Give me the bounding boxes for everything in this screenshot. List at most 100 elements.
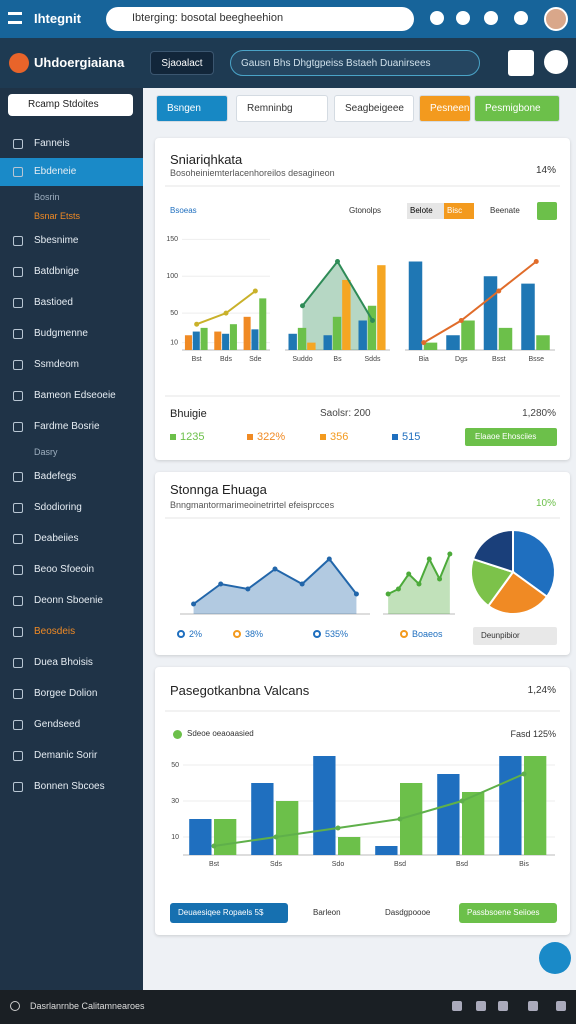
menu-item[interactable]: Bameon Edseoeie: [0, 382, 143, 410]
menu-item[interactable]: Deonn Sboenie: [0, 587, 143, 615]
fab[interactable]: [539, 942, 571, 974]
menu-label: Ebdeneie: [34, 166, 77, 177]
filter-button[interactable]: Pesmigbone: [474, 95, 560, 122]
bar: [276, 801, 299, 855]
stat: 356: [330, 431, 349, 443]
bar: [214, 819, 237, 855]
x-tick-label: Suddo: [292, 356, 312, 363]
y-tick-label: 50: [170, 310, 178, 317]
menu-item[interactable]: Deabeiies: [0, 525, 143, 553]
card-title: Sniariqhkata: [170, 152, 243, 167]
card: Stonnga Ehuaga Bnngmantormarimeoinetrirte…: [155, 472, 570, 655]
avatar[interactable]: [544, 7, 568, 31]
sidebar-search[interactable]: Rcamp Stdoites: [8, 94, 133, 116]
menu-label: Sbesnime: [34, 235, 79, 246]
menu-item[interactable]: Duea Bhoisis: [0, 649, 143, 677]
submenu-item[interactable]: Bosrin: [0, 189, 143, 207]
section-meta: Saolsr: 200: [320, 408, 371, 419]
point: [385, 591, 391, 597]
bar: [461, 320, 475, 350]
menu-label: Demanic Sorir: [34, 750, 98, 761]
bar: [200, 327, 208, 350]
footer-icon[interactable]: [476, 1001, 486, 1011]
button[interactable]: Deuaesiqee Ropaels 5$: [170, 903, 288, 923]
x-tick-label: Sde: [249, 356, 262, 363]
icon-button[interactable]: [456, 11, 470, 25]
footer-icon[interactable]: [556, 1001, 566, 1011]
badge: 14%: [535, 165, 556, 176]
footer-icon[interactable]: [528, 1001, 538, 1011]
menu-item[interactable]: Gendseed: [0, 711, 143, 739]
bar: [377, 265, 386, 350]
menu-item[interactable]: Sdodioring: [0, 494, 143, 522]
button[interactable]: Elaaoe Ehosciies: [465, 428, 557, 446]
search[interactable]: Ibterging: bosotal beegheehion: [106, 7, 414, 31]
menu-label: Borgee Dolion: [34, 688, 98, 699]
legend-dot: [177, 630, 185, 638]
brand-logo: [9, 53, 29, 73]
button[interactable]: Passbsoene Seiioes: [459, 903, 557, 923]
filter-button[interactable]: Pesneen: [419, 95, 471, 122]
point: [326, 556, 332, 562]
menu-item[interactable]: Ssmdeom: [0, 351, 143, 379]
sub-bar: Uhdoergiaiana Sjaoalact Gausn Bhs Dhgtgpei…: [0, 38, 576, 88]
menu-icon: [13, 658, 23, 668]
search[interactable]: Gausn Bhs Dhgtgpeiss Bstaeh Duanirsees: [230, 50, 480, 76]
button[interactable]: Barleon: [313, 908, 341, 917]
filter-button[interactable]: Bsngen: [156, 95, 228, 122]
x-tick-label: Bsd: [394, 861, 406, 868]
menu-item[interactable]: Bastioed: [0, 289, 143, 317]
menu-item[interactable]: Beosdeis: [0, 618, 143, 646]
menu-item[interactable]: Budgmenne: [0, 320, 143, 348]
menu-label: Deabeiies: [34, 533, 79, 544]
x-tick-label: Bst: [209, 861, 219, 868]
menu-icon: [13, 565, 23, 575]
x-tick-label: Bis: [519, 861, 529, 868]
menu-label: Sdodioring: [34, 502, 82, 513]
menu-item[interactable]: Fanneis: [0, 130, 143, 158]
icon-button[interactable]: [544, 50, 568, 74]
footer-icon[interactable]: [452, 1001, 462, 1011]
filter-button[interactable]: Seagbeigeee: [334, 95, 414, 122]
menu-icon: [13, 236, 23, 246]
point: [437, 576, 443, 582]
menu-item[interactable]: Beoo Sfoeoin: [0, 556, 143, 584]
submenu-item[interactable]: Dasry: [0, 444, 143, 462]
menu-icon: [13, 298, 23, 308]
menu-item[interactable]: Fardme Bosrie: [0, 413, 143, 441]
icon-button[interactable]: [430, 11, 444, 25]
menu-item[interactable]: Ebdeneie: [0, 158, 143, 186]
menu-item[interactable]: Demanic Sorir: [0, 742, 143, 770]
y-tick-label: 10: [171, 834, 179, 841]
submenu-item[interactable]: Bsnar Etsts: [0, 208, 143, 226]
legend: Bsoeas: [170, 206, 197, 215]
menu-item[interactable]: Badefegs: [0, 463, 143, 491]
point: [300, 303, 305, 309]
menu-item[interactable]: Bonnen Sbcoes: [0, 773, 143, 801]
footer-icon[interactable]: [498, 1001, 508, 1011]
point: [353, 591, 359, 597]
tab: Beenate: [490, 206, 520, 215]
pie-slice: [512, 528, 556, 599]
menu-icon: [13, 139, 23, 149]
bar: [462, 792, 485, 855]
point: [426, 556, 432, 562]
legend-dot: [400, 630, 408, 638]
menu-icon: [13, 503, 23, 513]
button[interactable]: Dasdgpoooe: [385, 908, 431, 917]
menu-icon: [13, 627, 23, 637]
point: [245, 586, 251, 592]
filter-button[interactable]: Remninbg: [236, 95, 328, 122]
icon-button[interactable]: [514, 11, 528, 25]
icon-button[interactable]: [484, 11, 498, 25]
button[interactable]: Deunpibior: [473, 627, 557, 645]
menu-item[interactable]: Batdbnige: [0, 258, 143, 286]
tab-button[interactable]: [537, 202, 557, 220]
chart: 10 50 100 150 Bst Bds Sde Suddo Bs Sdds Bia Dgs Bsst…: [165, 185, 560, 397]
icon-button[interactable]: [508, 50, 534, 76]
tab: Belote: [407, 203, 445, 219]
stat-dot: [247, 434, 253, 440]
button[interactable]: Sjaoalact: [150, 51, 214, 75]
menu-item[interactable]: Borgee Dolion: [0, 680, 143, 708]
menu-item[interactable]: Sbesnime: [0, 227, 143, 255]
